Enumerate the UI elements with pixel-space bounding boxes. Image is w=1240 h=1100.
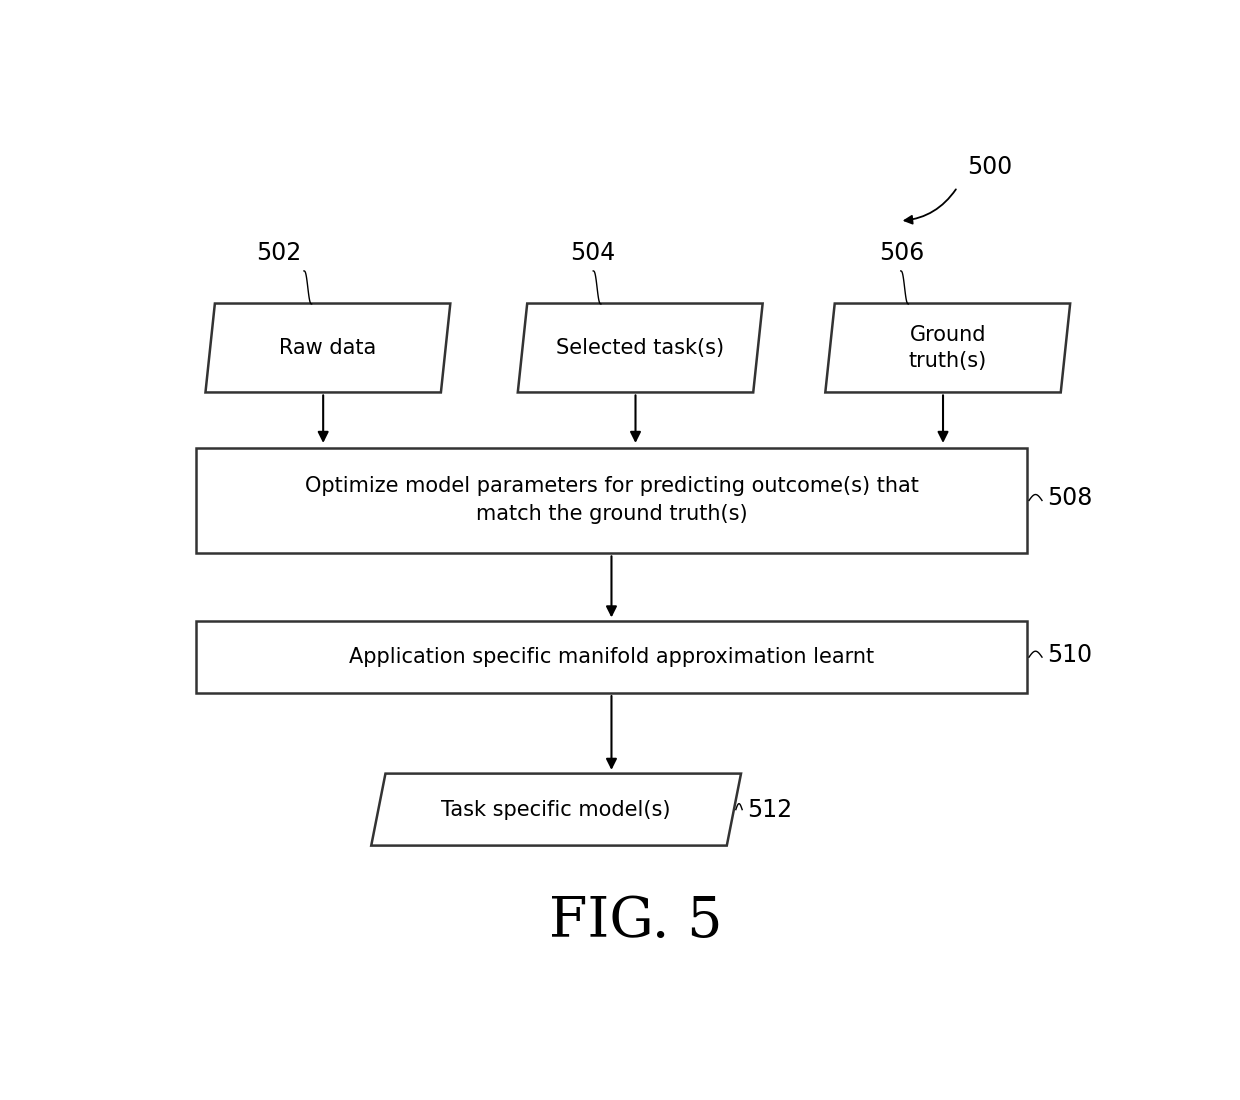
Bar — [196, 621, 1027, 693]
Text: Selected task(s): Selected task(s) — [557, 338, 724, 358]
Bar — [196, 448, 1027, 553]
Text: 510: 510 — [1047, 642, 1092, 667]
Text: FIG. 5: FIG. 5 — [549, 894, 722, 949]
Text: 512: 512 — [746, 798, 792, 822]
Text: Task specific model(s): Task specific model(s) — [441, 800, 671, 820]
Text: Optimize model parameters for predicting outcome(s) that
match the ground truth(: Optimize model parameters for predicting… — [305, 476, 919, 525]
Text: Ground
truth(s): Ground truth(s) — [909, 324, 987, 371]
Text: 500: 500 — [967, 155, 1012, 178]
Polygon shape — [371, 773, 742, 846]
Text: 508: 508 — [1047, 486, 1092, 510]
Polygon shape — [518, 304, 763, 393]
Text: 504: 504 — [570, 241, 615, 265]
Text: 506: 506 — [879, 241, 925, 265]
Text: Application specific manifold approximation learnt: Application specific manifold approximat… — [348, 647, 874, 667]
Text: 502: 502 — [255, 241, 301, 265]
Text: Raw data: Raw data — [279, 338, 377, 358]
Polygon shape — [826, 304, 1070, 393]
Polygon shape — [206, 304, 450, 393]
